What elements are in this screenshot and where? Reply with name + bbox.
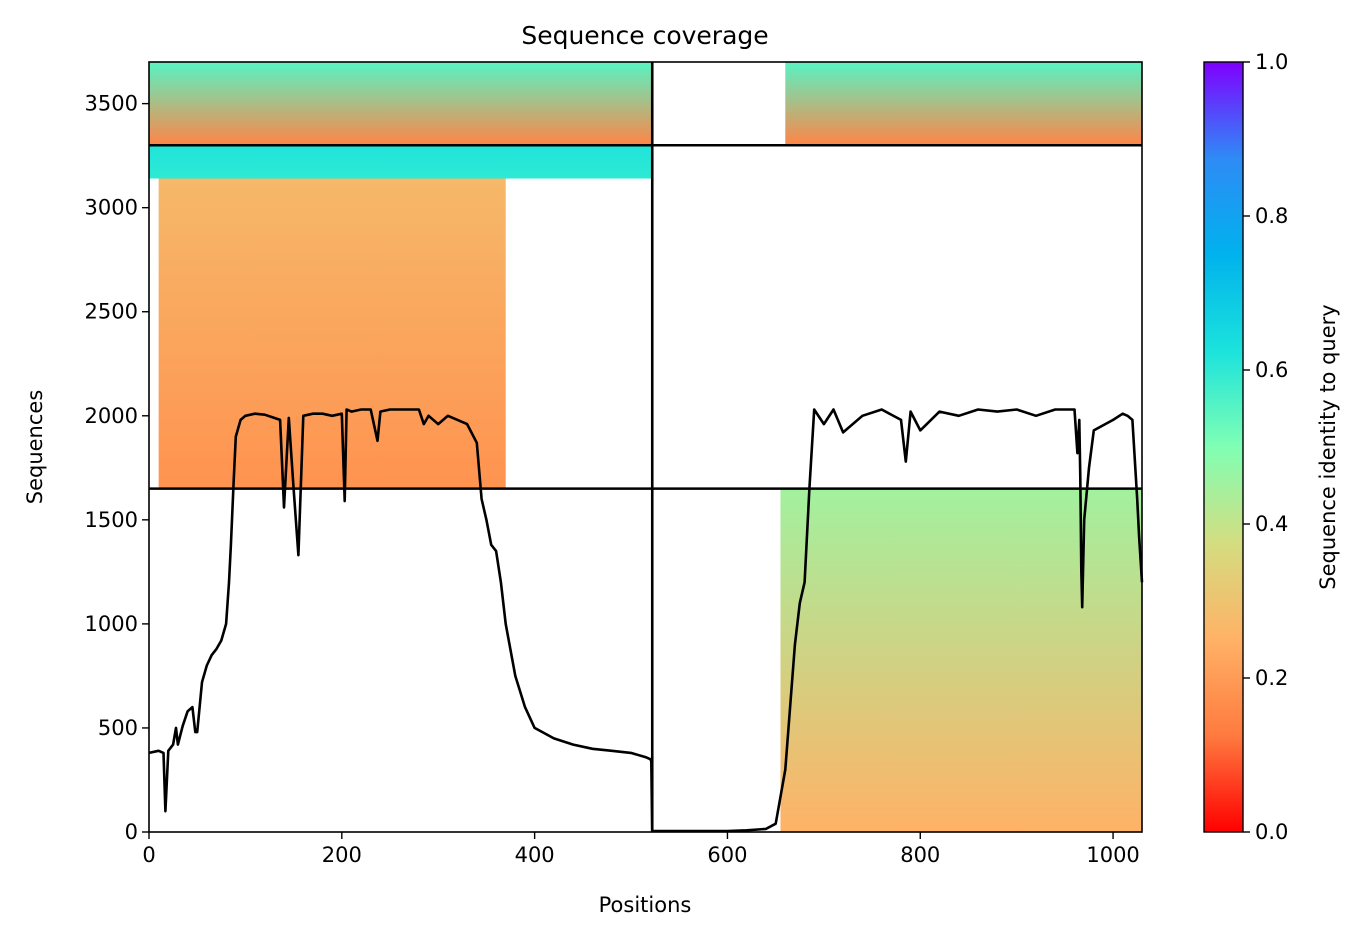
colorbar: 0.0 0.2 0.4 0.6 0.8 1.0 Sequence identity to … (1203, 50, 1340, 844)
x-axis: 0 200 400 600 800 1000 (142, 832, 1140, 867)
y-tick-label: 2500 (85, 300, 138, 324)
colorbar-ticks: 0.0 0.2 0.4 0.6 0.8 1.0 (1243, 50, 1288, 844)
boundary-lines (149, 62, 1142, 832)
y-tick-label: 3000 (85, 196, 138, 220)
coverage-heatmap (149, 62, 1142, 832)
y-tick-label: 0 (125, 820, 138, 844)
y-tick-label: 1500 (85, 508, 138, 532)
x-tick-label: 1000 (1086, 843, 1139, 867)
y-tick-label: 1000 (85, 612, 138, 636)
y-tick-label: 2000 (85, 404, 138, 428)
heatmap-block-chain-a-only (158, 145, 506, 489)
coverage-line (148, 408, 1144, 833)
colorbar-tick-label: 0.2 (1255, 666, 1288, 690)
heatmap-block-chain-a-only-close-homologs (149, 145, 653, 179)
colorbar-tick-label: 0.0 (1255, 820, 1288, 844)
heatmap-block-paired-a (149, 62, 653, 146)
chart-title: Sequence coverage (521, 21, 768, 50)
x-tick-label: 600 (707, 843, 747, 867)
colorbar-tick-label: 0.4 (1255, 512, 1288, 536)
heatmap-block-paired-b (785, 62, 1142, 146)
y-tick-label: 3500 (85, 92, 138, 116)
x-tick-label: 200 (322, 843, 362, 867)
heatmap-block-chain-b-only (780, 488, 1142, 832)
y-axis-label: Sequences (23, 390, 47, 505)
colorbar-label: Sequence identity to query (1316, 304, 1340, 589)
y-tick-label: 500 (98, 716, 138, 740)
x-tick-label: 400 (515, 843, 555, 867)
colorbar-tick-label: 0.8 (1255, 204, 1288, 228)
colorbar-tick-label: 1.0 (1255, 50, 1288, 74)
x-tick-label: 800 (900, 843, 940, 867)
x-tick-label: 0 (142, 843, 155, 867)
colorbar-tick-label: 0.6 (1255, 358, 1288, 382)
colorbar-gradient (1203, 61, 1244, 833)
x-axis-label: Positions (599, 893, 692, 917)
plot-frame (148, 61, 1143, 833)
y-axis: 0 500 1000 1500 2000 2500 3000 3500 (85, 92, 149, 844)
